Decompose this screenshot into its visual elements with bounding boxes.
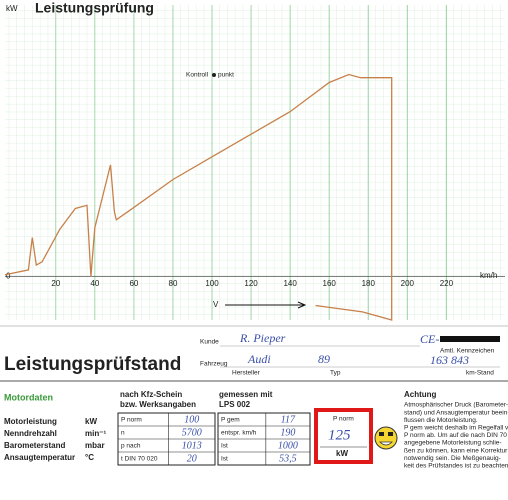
x-tick-label: 100 (205, 279, 219, 288)
label: Kunde (200, 339, 219, 346)
label: LPS 002 (219, 400, 251, 409)
x-tick-label: 20 (51, 279, 60, 288)
cell-value: 100 (184, 414, 199, 425)
label: bzw. Werksangaben (120, 400, 196, 409)
cell-label: Ist (221, 443, 228, 450)
note-line: P gem weicht deshalb im Regelfall von (404, 425, 508, 432)
value: R. Pieper (239, 331, 286, 345)
note-title: Achtung (404, 390, 437, 399)
label: nach Kfz-Schein (120, 390, 182, 399)
note-line: angegebene Motorleistung schlie- (404, 440, 502, 447)
cell-label: Ist (221, 456, 228, 463)
x-tick-label: 80 (169, 279, 178, 288)
cell-label: p nach (121, 443, 141, 450)
x-tick-label: 160 (323, 279, 337, 288)
annotation: V (213, 300, 219, 309)
x-tick-label: 60 (129, 279, 138, 288)
heading: Leistungsprüfstand (4, 354, 181, 375)
note-line: keit des Prüfstandes ist zu beachten. (404, 463, 508, 470)
row-label: Nenndrehzahl (4, 429, 57, 438)
x-tick-label: 200 (401, 279, 415, 288)
section-title: Motordaten (4, 392, 53, 402)
chart: 20 40 60 80 100 120 140 160 180 200 220 0 (4, 5, 505, 321)
cell-label: t DIN 70 020 (121, 456, 158, 463)
x-tick-label: 40 (90, 279, 99, 288)
cell-value: 117 (281, 414, 296, 425)
label: gemessen mit (219, 390, 273, 399)
cell-label: P gem (221, 417, 240, 424)
row-label: Barometerstand (4, 441, 65, 450)
redaction (440, 336, 500, 342)
row-unit: kW (85, 417, 97, 426)
label: Hersteller (232, 370, 261, 377)
cell-value: 190 (280, 427, 295, 438)
cell-label: n (121, 430, 125, 437)
note-line: Atmosphärischer Druck (Barometer- (404, 402, 508, 409)
cell-value: 1000 (278, 440, 298, 451)
note-line: ßen zu können, kann eine Korrektur (404, 447, 508, 454)
row-unit: °C (85, 453, 94, 462)
value: 89 (318, 352, 330, 366)
note-line: P norm ab. Um auf die nach DIN 70 020 (404, 432, 508, 439)
y-axis-label: kW (6, 4, 18, 13)
row-label: Ansaugtemperatur (4, 453, 75, 462)
unit: kW (336, 449, 348, 458)
label: P norm (333, 416, 354, 423)
cell-value: 5700 (182, 427, 202, 438)
value: CE- (420, 332, 439, 346)
x-tick-label: 140 (283, 279, 297, 288)
chart-title: Leistungsprüfung (35, 0, 154, 16)
label: Amtl. Kennzeichen (440, 348, 495, 355)
note-line: stand) und Ansaugtemperatur beein- (404, 409, 508, 416)
row-unit: mbar (85, 441, 105, 450)
row-unit: min⁻¹ (85, 429, 106, 438)
annotation: punkt (218, 72, 234, 79)
cell-label: P norm (121, 417, 142, 424)
annotation: Kontroll (186, 72, 209, 79)
y-tick-label: 0 (6, 271, 11, 280)
x-tick-label: 220 (440, 279, 454, 288)
arrow (225, 301, 307, 309)
cell-label: entspr. km/h (221, 430, 257, 437)
grid-paper (5, 5, 505, 320)
dot (212, 73, 216, 77)
x-tick-label: 180 (362, 279, 376, 288)
power-curve (4, 73, 393, 321)
label: Typ (330, 370, 341, 377)
cell-value: 1013 (182, 440, 202, 451)
label: Fahrzeug (200, 361, 228, 368)
x-axis-label: km/h (480, 271, 497, 280)
value: 163 843 (430, 353, 469, 367)
cell-value: 20 (187, 453, 197, 464)
result-box (314, 408, 373, 464)
cell-value: 53,5 (279, 453, 297, 464)
smiley (374, 426, 398, 450)
value: 125 (328, 427, 351, 443)
label: km-Stand (466, 370, 494, 377)
note-line: notwendig sein. Die Meßgenauig- (404, 455, 501, 462)
row-label: Motorleistung (4, 417, 57, 426)
note-line: flussen die Motorleistung. (404, 417, 478, 424)
value: Audi (247, 352, 271, 366)
x-tick-label: 120 (244, 279, 258, 288)
